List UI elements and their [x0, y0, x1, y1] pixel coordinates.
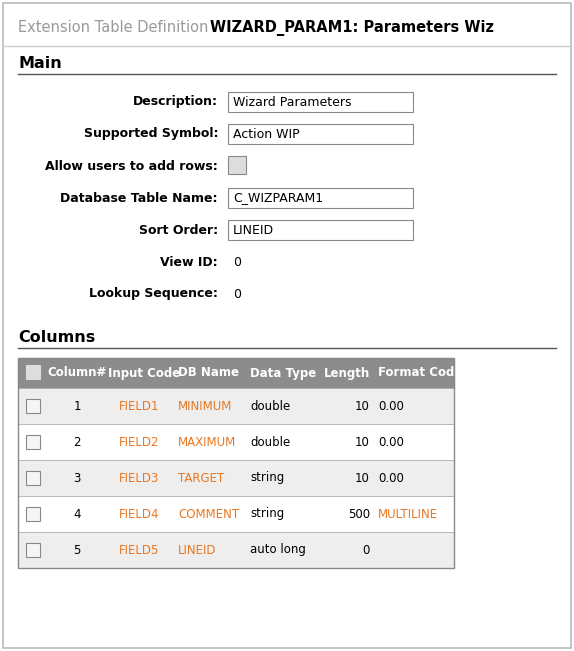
Text: Action WIP: Action WIP: [233, 128, 300, 141]
Bar: [228, 124, 413, 144]
Text: 0: 0: [233, 255, 241, 268]
Text: MINIMUM: MINIMUM: [178, 400, 232, 413]
Text: Columns: Columns: [18, 331, 95, 346]
Bar: [26, 507, 40, 521]
Text: Allow users to add rows:: Allow users to add rows:: [45, 159, 218, 173]
Text: Column#: Column#: [48, 367, 107, 380]
Text: LINEID: LINEID: [233, 223, 274, 236]
Text: LINEID: LINEID: [178, 544, 216, 557]
Text: Extension Table Definition: Extension Table Definition: [18, 20, 208, 36]
Text: FIELD5: FIELD5: [119, 544, 159, 557]
Text: 0: 0: [233, 288, 241, 301]
Text: Supported Symbol:: Supported Symbol:: [83, 128, 218, 141]
Bar: [26, 471, 40, 485]
Text: 10: 10: [355, 400, 370, 413]
Text: Database Table Name:: Database Table Name:: [60, 191, 218, 204]
Bar: [26, 543, 40, 557]
Text: Format Code: Format Code: [378, 367, 463, 380]
Text: 500: 500: [348, 508, 370, 521]
Text: DB Name: DB Name: [178, 367, 239, 380]
Text: Description:: Description:: [133, 96, 218, 109]
Bar: [26, 365, 40, 379]
Text: Sort Order:: Sort Order:: [139, 223, 218, 236]
Text: 0.00: 0.00: [378, 400, 404, 413]
Text: 0.00: 0.00: [378, 471, 404, 484]
Text: 3: 3: [73, 471, 81, 484]
Bar: [18, 496, 454, 532]
Bar: [18, 460, 454, 496]
Text: C_WIZPARAM1: C_WIZPARAM1: [233, 191, 323, 204]
Bar: [18, 424, 454, 460]
Text: Data Type: Data Type: [250, 367, 316, 380]
Text: FIELD2: FIELD2: [119, 436, 159, 449]
Text: COMMENT: COMMENT: [178, 508, 239, 521]
Text: Lookup Sequence:: Lookup Sequence:: [89, 288, 218, 301]
Text: FIELD1: FIELD1: [119, 400, 159, 413]
Text: 1: 1: [73, 400, 81, 413]
Bar: [18, 388, 454, 424]
Text: 0: 0: [363, 544, 370, 557]
Bar: [228, 92, 413, 112]
Text: Length: Length: [324, 367, 370, 380]
Text: 4: 4: [73, 508, 81, 521]
Text: WIZARD_PARAM1: Parameters Wiz: WIZARD_PARAM1: Parameters Wiz: [210, 20, 494, 36]
Text: Main: Main: [18, 57, 62, 72]
Text: MULTILINE: MULTILINE: [378, 508, 438, 521]
Text: TARGET: TARGET: [178, 471, 224, 484]
Text: MAXIMUM: MAXIMUM: [178, 436, 236, 449]
Bar: [26, 399, 40, 413]
Text: auto long: auto long: [250, 544, 306, 557]
Bar: [228, 220, 413, 240]
Text: double: double: [250, 436, 290, 449]
Text: string: string: [250, 508, 284, 521]
Text: string: string: [250, 471, 284, 484]
Text: FIELD3: FIELD3: [119, 471, 159, 484]
Text: 0.00: 0.00: [378, 436, 404, 449]
Bar: [228, 188, 413, 208]
Text: double: double: [250, 400, 290, 413]
Bar: [18, 532, 454, 568]
Bar: [18, 358, 454, 568]
Bar: [26, 435, 40, 449]
Text: Input Code: Input Code: [108, 367, 180, 380]
Text: 10: 10: [355, 436, 370, 449]
Text: 5: 5: [73, 544, 81, 557]
Text: View ID:: View ID:: [160, 255, 218, 268]
Text: Wizard Parameters: Wizard Parameters: [233, 96, 351, 109]
Text: 10: 10: [355, 471, 370, 484]
Bar: [228, 156, 246, 174]
Text: 2: 2: [73, 436, 81, 449]
Bar: [18, 358, 454, 388]
Text: FIELD4: FIELD4: [119, 508, 159, 521]
